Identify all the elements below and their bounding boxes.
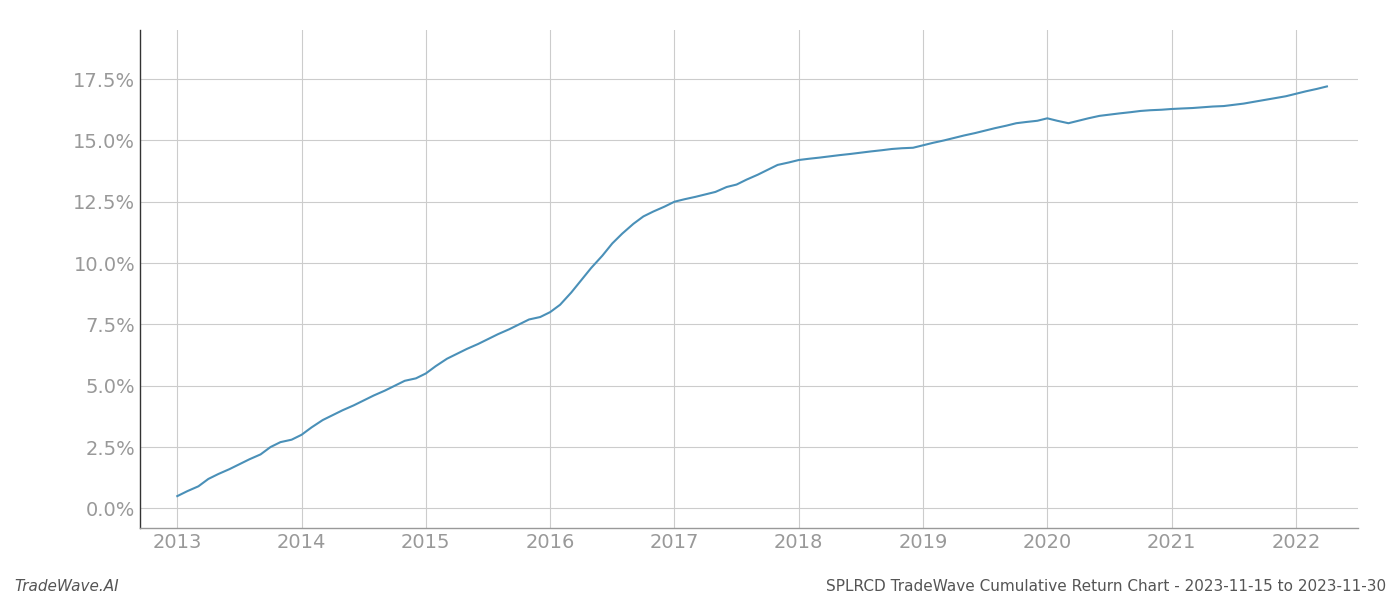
- Text: TradeWave.AI: TradeWave.AI: [14, 579, 119, 594]
- Text: SPLRCD TradeWave Cumulative Return Chart - 2023-11-15 to 2023-11-30: SPLRCD TradeWave Cumulative Return Chart…: [826, 579, 1386, 594]
